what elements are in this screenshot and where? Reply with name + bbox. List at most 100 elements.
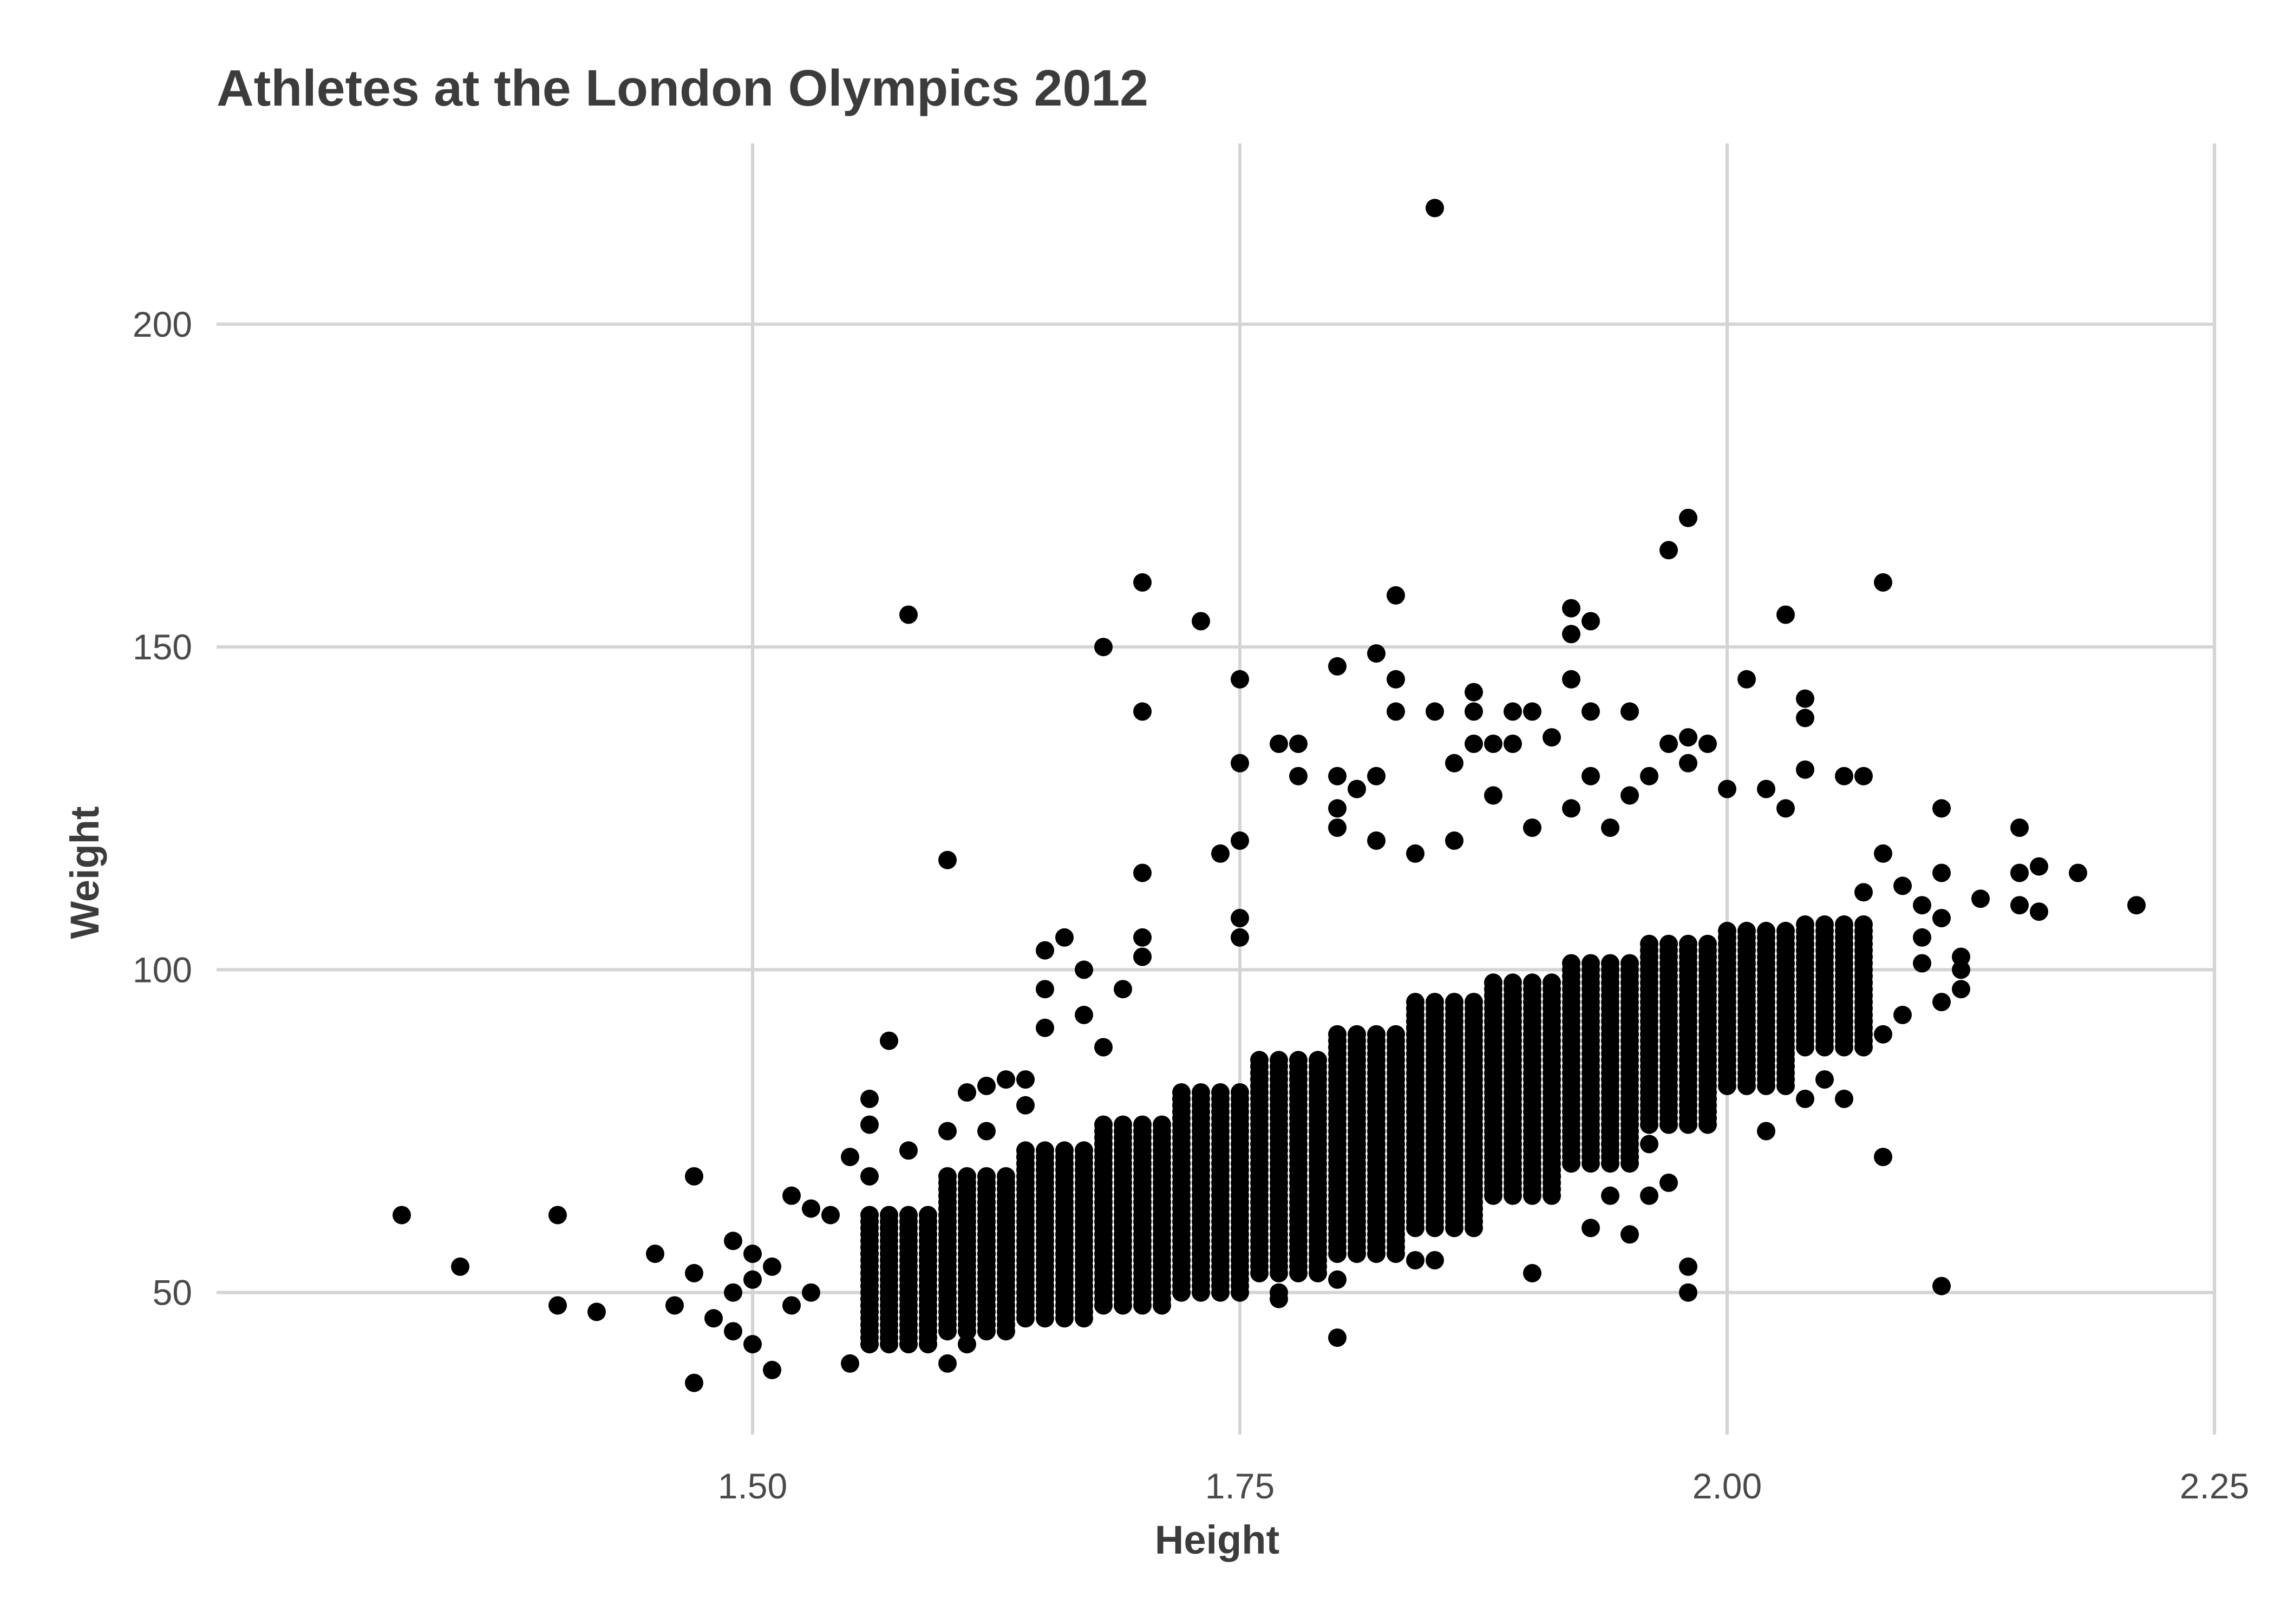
data-point [1133,928,1152,947]
data-point [1952,960,1970,979]
data-point [1757,921,1775,940]
data-point [1328,1328,1347,1347]
data-point [1543,728,1561,747]
data-point [1737,670,1756,689]
data-point [1406,993,1424,1011]
data-points [393,199,2146,1392]
data-point [860,1115,879,1134]
data-point [1133,573,1152,592]
data-point [841,1354,859,1373]
data-point [1679,934,1697,953]
data-point [1952,980,1970,999]
data-point [743,1245,762,1263]
x-tick-label: 1.75 [1205,1466,1275,1506]
data-point [1796,709,1814,728]
data-point [997,1167,1015,1186]
data-point [1971,889,1990,908]
data-point [1640,1135,1658,1154]
data-point [1835,915,1853,934]
data-point [1543,1167,1561,1186]
data-point [1484,735,1502,753]
data-point [704,1309,723,1328]
data-point [1036,1141,1054,1160]
data-point [1952,947,1970,966]
data-point [1133,947,1152,966]
data-point [977,1077,996,1095]
data-point [1913,954,1931,973]
data-point [1036,980,1054,999]
data-point [1406,844,1424,863]
data-point [1445,831,1463,850]
data-point [1659,1173,1678,1192]
data-point [1484,786,1502,805]
data-point [1582,1219,1600,1237]
data-point [977,1167,996,1186]
data-point [1913,928,1931,947]
data-point [2030,857,2048,876]
data-point [880,1206,898,1224]
data-point [1893,876,1912,895]
data-point [1465,683,1483,702]
data-point [1776,605,1795,624]
data-point [899,1206,918,1224]
data-point [587,1302,606,1321]
chart-title: Athletes at the London Olympics 2012 [217,60,1148,117]
data-point [1698,735,1717,753]
data-point [1854,883,1873,902]
data-point [1250,1051,1269,1070]
data-point [1328,818,1347,837]
data-point [763,1257,781,1276]
data-point [1445,754,1463,772]
data-point [743,1270,762,1289]
data-point [1796,1089,1814,1108]
data-point [1523,973,1541,992]
data-point [1659,735,1678,753]
data-point [1367,767,1386,785]
data-point [1231,831,1249,850]
data-point [1231,909,1249,927]
data-point [1737,921,1756,940]
data-point [665,1296,684,1315]
data-point [2069,863,2087,882]
data-point [646,1245,664,1263]
data-point [1582,954,1600,973]
data-point [1036,941,1054,960]
data-point [1620,1225,1639,1244]
data-point [1504,973,1522,992]
y-tick-label: 50 [153,1273,192,1313]
data-point [1718,921,1736,940]
data-point [1640,1186,1658,1205]
data-point [1757,1122,1775,1141]
data-point [1659,541,1678,560]
data-point [1426,702,1444,721]
data-point [2010,818,2029,837]
data-point [1055,928,1074,947]
data-point [1211,844,1230,863]
data-point [1757,780,1775,798]
data-point [1328,657,1347,676]
data-point [1874,1025,1892,1044]
data-point [1328,1025,1347,1044]
data-point [1874,1148,1892,1167]
x-tick-label: 1.50 [718,1466,787,1506]
data-point [1835,767,1853,785]
data-point [1055,1141,1074,1160]
data-point [938,1354,957,1373]
data-point [1640,767,1658,785]
data-point [2030,902,2048,921]
data-point [1036,1018,1054,1037]
data-point [1016,1070,1035,1089]
y-tick-label: 100 [133,949,192,990]
data-point [1231,754,1249,772]
data-point [1835,1089,1853,1108]
data-point [1231,1083,1249,1102]
data-point [1679,1257,1697,1276]
data-point [1192,612,1210,631]
data-point [1562,625,1580,644]
data-point [1328,1270,1347,1289]
data-point [2127,896,2146,915]
data-point [724,1232,742,1250]
data-point [1075,1005,1093,1024]
data-point [1874,573,1892,592]
data-point [1270,735,1288,753]
